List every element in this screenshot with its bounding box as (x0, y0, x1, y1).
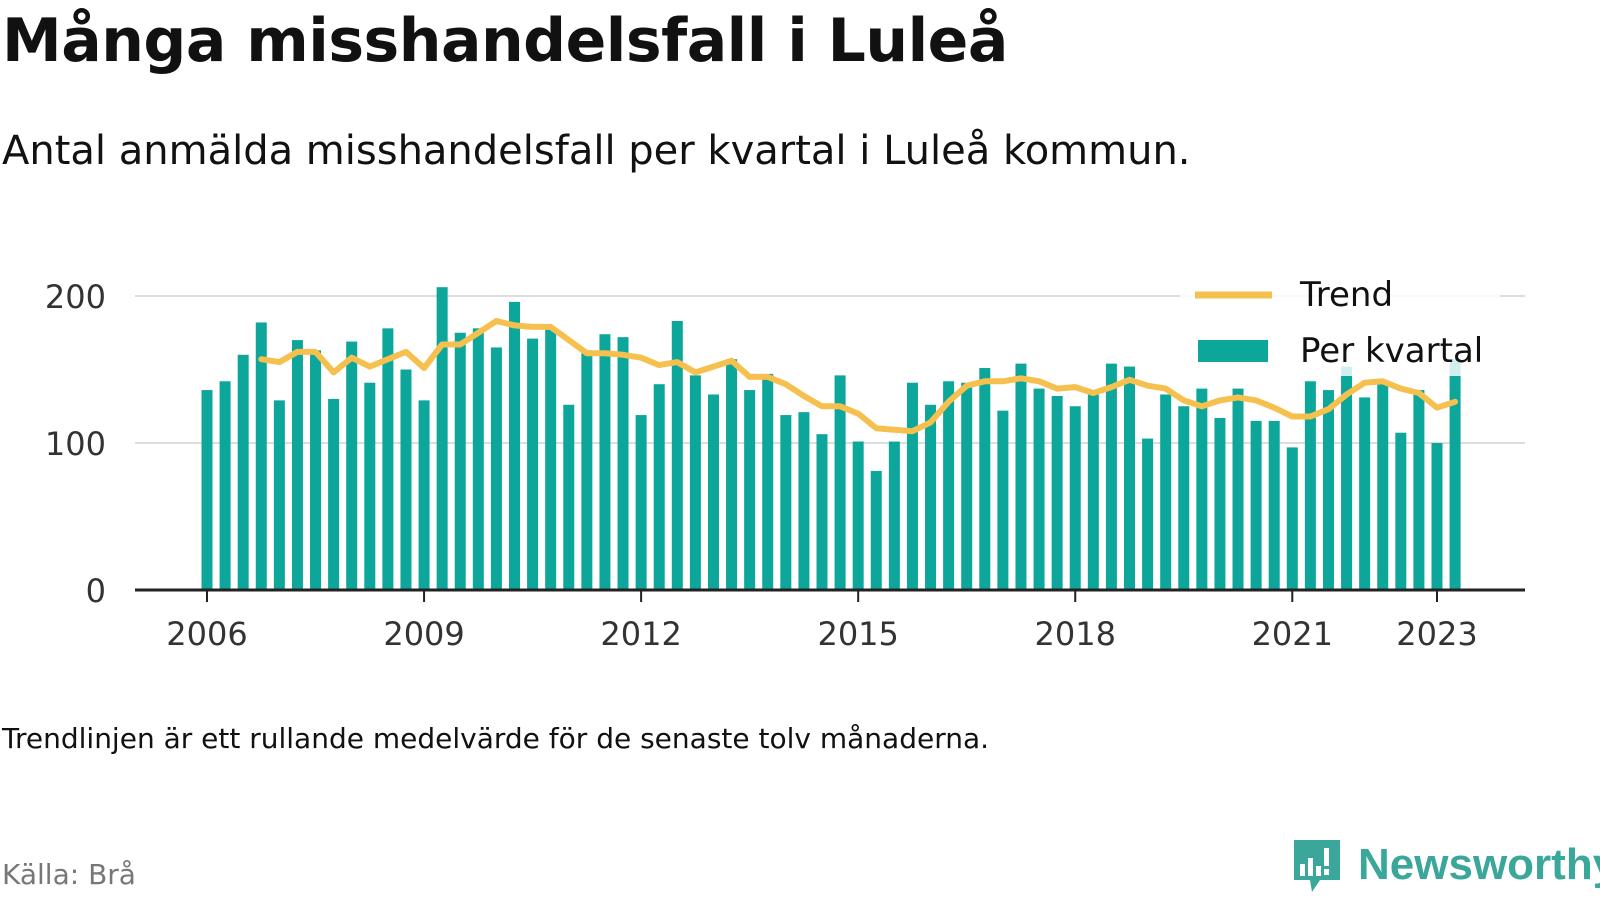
y-tick-label: 0 (86, 572, 106, 610)
bar (454, 332, 466, 590)
x-tick-label: 2015 (817, 615, 898, 653)
bar (726, 359, 738, 590)
bar (961, 382, 973, 590)
bar (925, 404, 937, 590)
legend: Trend Per kvartal (1180, 272, 1500, 376)
bar (1232, 388, 1244, 590)
bar (581, 350, 593, 590)
bar (1449, 359, 1461, 590)
bar (943, 381, 955, 590)
bar (689, 375, 701, 590)
bar (599, 334, 611, 590)
brand-logo[interactable]: Newsworthy (1290, 838, 1600, 900)
y-tick-label: 100 (45, 425, 106, 463)
bar (1341, 366, 1353, 590)
bar (1124, 366, 1135, 590)
chart-subtitle: Antal anmälda misshandelsfall per kvarta… (2, 128, 1191, 174)
bar (418, 400, 430, 590)
x-tick-label: 2009 (383, 615, 464, 653)
bar (635, 415, 647, 590)
bar (328, 398, 340, 590)
bar (1413, 390, 1425, 590)
bar (563, 404, 575, 590)
legend-bar-swatch (1198, 340, 1268, 362)
bar (364, 382, 376, 590)
bar (762, 373, 774, 590)
bar (979, 368, 991, 590)
bar (1359, 397, 1371, 590)
bar (816, 434, 828, 590)
bar (1250, 420, 1262, 590)
x-tick-label: 2018 (1035, 615, 1116, 653)
bar (671, 320, 683, 590)
trend-line (258, 318, 1459, 435)
bar (653, 384, 665, 590)
x-tick-label: 2021 (1252, 615, 1333, 653)
bar (436, 287, 448, 590)
bar (310, 350, 322, 590)
bar (509, 301, 520, 590)
x-tick-label: 2012 (600, 615, 681, 653)
bar (834, 375, 846, 590)
bar (219, 381, 231, 590)
bar-series (201, 287, 1461, 590)
y-tick-labels: 0 100 200 (45, 278, 106, 610)
bar (346, 341, 358, 590)
x-tick-label: 2006 (166, 615, 247, 653)
bar (1160, 394, 1172, 590)
bar (1304, 381, 1316, 590)
bar (1196, 388, 1208, 590)
x-tick-labels: 2006 2009 2012 2015 2018 2021 2023 (166, 615, 1477, 653)
bar (1051, 395, 1063, 590)
bar (273, 400, 285, 590)
bar (617, 337, 629, 590)
bar (291, 340, 303, 590)
bar (798, 412, 810, 590)
bar (472, 328, 484, 590)
brand-name: Newsworthy (1358, 840, 1600, 889)
bar (1178, 406, 1190, 590)
chart-note: Trendlinjen är ett rullande medelvärde f… (2, 722, 990, 755)
bar (237, 354, 249, 590)
bar (1395, 432, 1407, 590)
bar (997, 410, 1009, 590)
trend-series (258, 318, 1459, 435)
chart: 0 100 200 2006 2009 2012 2015 2018 2021 2023 Tre… (44, 272, 1525, 653)
bar (490, 347, 502, 590)
bar (545, 328, 557, 590)
bar (201, 390, 213, 590)
bar (744, 390, 756, 590)
bar (1142, 438, 1154, 590)
bar (527, 338, 539, 590)
bar (1268, 420, 1280, 590)
bar (707, 394, 719, 590)
bar (1377, 382, 1389, 590)
legend-bar-label: Per kvartal (1300, 331, 1483, 371)
legend-trend-label: Trend (1299, 275, 1393, 315)
bar (1087, 394, 1099, 590)
chart-bubble-icon (1294, 840, 1340, 892)
x-axis (135, 588, 1525, 602)
x-tick-label: 2023 (1396, 615, 1477, 653)
bar (1286, 447, 1298, 590)
bar (1214, 418, 1226, 590)
bar (255, 322, 267, 590)
bar (382, 328, 394, 590)
bar (1431, 443, 1443, 590)
bar (1322, 390, 1334, 590)
bar (780, 415, 792, 590)
bar (1069, 406, 1081, 590)
bar (906, 382, 918, 590)
bar (852, 441, 864, 590)
bar (1033, 388, 1045, 590)
chart-title: Många misshandelsfall i Luleå (2, 6, 1008, 76)
bar (870, 470, 882, 590)
y-tick-label: 200 (45, 278, 106, 316)
bar (400, 369, 412, 590)
bar (1015, 363, 1027, 590)
bar (888, 441, 900, 590)
source-label: Källa: Brå (2, 858, 136, 891)
bar (1105, 363, 1117, 590)
